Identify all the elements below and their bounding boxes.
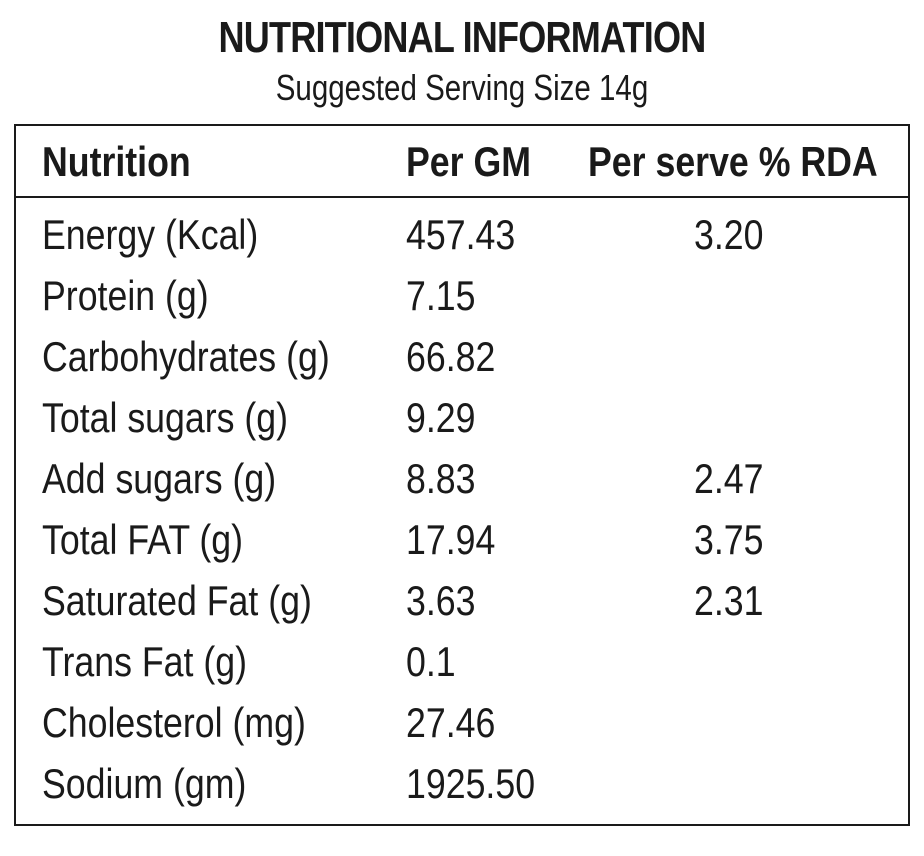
table-header: Nutrition Per GM Per serve % RDA — [16, 126, 908, 198]
table-row: Sodium (gm) 1925.50 — [16, 753, 908, 813]
per-gm-value: 17.94 — [406, 516, 496, 563]
nutrient-name: Total FAT (g) — [42, 516, 244, 563]
table-row: Add sugars (g) 8.83 2.47 — [16, 448, 908, 508]
per-gm-value: 457.43 — [406, 211, 516, 258]
nutrient-name: Energy (Kcal) — [42, 211, 259, 258]
table-row: Protein (g) 7.15 — [16, 265, 908, 325]
per-gm-value: 3.63 — [406, 577, 476, 624]
nutrient-name: Total sugars (g) — [42, 394, 289, 441]
rda-value: 3.75 — [694, 516, 764, 563]
per-gm-value: 66.82 — [406, 333, 496, 380]
column-header-nutrition: Nutrition — [42, 138, 191, 185]
table-row: Cholesterol (mg) 27.46 — [16, 692, 908, 752]
per-gm-value: 0.1 — [406, 638, 456, 685]
page-title: NUTRITIONAL INFORMATION — [218, 13, 707, 62]
nutrient-name: Trans Fat (g) — [42, 638, 247, 685]
nutrient-name: Carbohydrates (g) — [42, 333, 330, 380]
table-row: Total sugars (g) 9.29 — [16, 387, 908, 447]
table-row: Trans Fat (g) 0.1 — [16, 631, 908, 691]
nutrient-name: Saturated Fat (g) — [42, 577, 312, 624]
rda-value: 3.20 — [694, 211, 764, 258]
page-subtitle: Suggested Serving Size 14g — [275, 67, 649, 108]
rda-value: 2.31 — [694, 577, 764, 624]
per-gm-value: 7.15 — [406, 272, 476, 319]
table-row: Carbohydrates (g) 66.82 — [16, 326, 908, 386]
table-row: Saturated Fat (g) 3.63 2.31 — [16, 570, 908, 630]
nutrient-name: Add sugars (g) — [42, 455, 277, 502]
nutrient-name: Protein (g) — [42, 272, 209, 319]
table-row: Total FAT (g) 17.94 3.75 — [16, 509, 908, 569]
per-gm-value: 8.83 — [406, 455, 476, 502]
per-gm-value: 27.46 — [406, 699, 496, 746]
nutrition-table: Nutrition Per GM Per serve % RDA Energy … — [14, 124, 910, 826]
nutrient-name: Cholesterol (mg) — [42, 699, 306, 746]
per-gm-value: 1925.50 — [406, 760, 536, 807]
per-gm-value: 9.29 — [406, 394, 476, 441]
rda-value: 2.47 — [694, 455, 764, 502]
table-row: Energy (Kcal) 457.43 3.20 — [16, 204, 908, 264]
column-header-per-gm: Per GM — [406, 138, 531, 185]
column-header-rda: Per serve % RDA — [588, 138, 878, 185]
nutrient-name: Sodium (gm) — [42, 760, 247, 807]
